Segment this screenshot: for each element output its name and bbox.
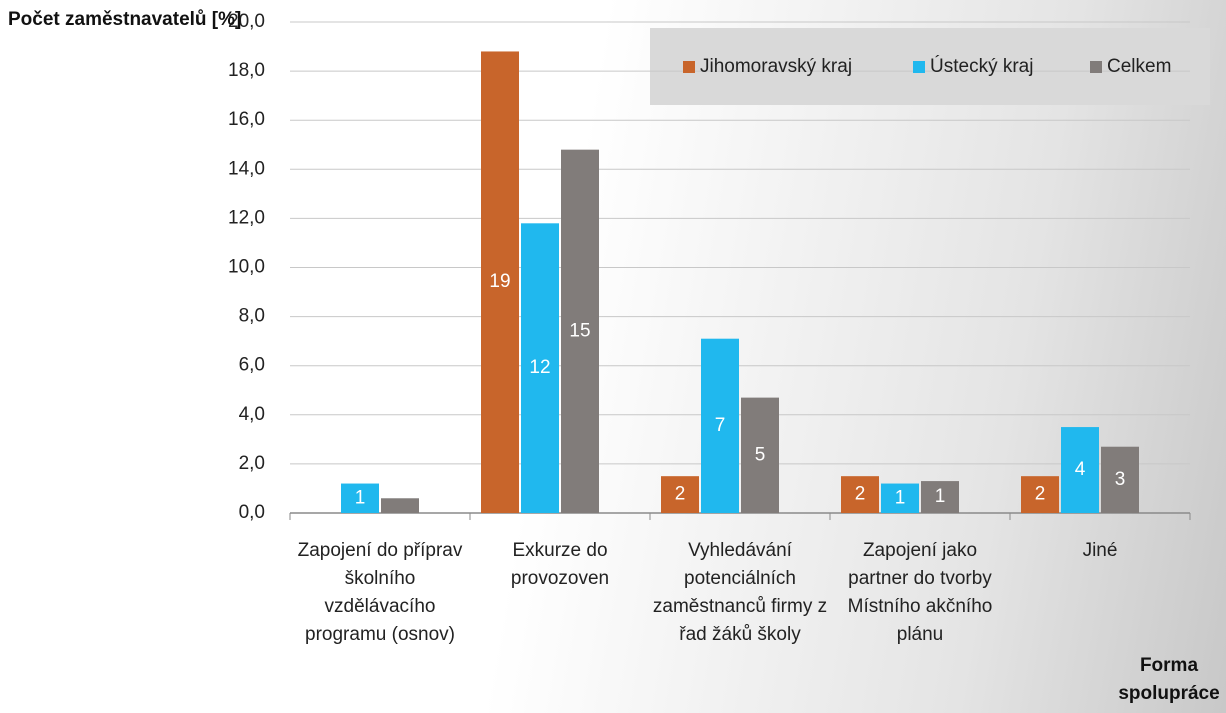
legend-swatch	[1090, 61, 1102, 73]
y-tick-label: 0,0	[239, 502, 265, 523]
legend-label: Jihomoravský kraj	[700, 56, 852, 77]
bar	[921, 481, 959, 513]
bar	[381, 498, 419, 513]
bar	[701, 338, 739, 513]
y-tick-label: 6,0	[239, 355, 265, 376]
y-tick-label: 2,0	[239, 453, 265, 474]
x-tick-label: Zapojení jako partner do tvorby Místního…	[847, 540, 993, 645]
y-tick-label: 4,0	[239, 404, 265, 425]
data-label: 15	[569, 320, 590, 341]
data-label: 2	[855, 484, 866, 505]
data-label: 3	[1115, 469, 1126, 490]
data-label: 1	[895, 487, 906, 508]
y-axis-title: Počet zaměstnavatelů [%]	[8, 9, 242, 30]
x-tick-label: Exkurze do provozoven	[510, 540, 610, 589]
bar	[1021, 476, 1059, 513]
legend-swatch	[913, 61, 925, 73]
y-tick-label: 10,0	[228, 257, 265, 278]
bar	[661, 476, 699, 513]
y-tick-label: 14,0	[228, 158, 265, 179]
bar	[741, 397, 779, 513]
y-tick-label: 16,0	[228, 109, 265, 130]
legend-label: Ústecký kraj	[930, 55, 1033, 77]
bar	[341, 483, 379, 513]
x-axis-title: Forma spolupráce	[1118, 655, 1220, 704]
bar	[881, 483, 919, 513]
data-label: 1	[355, 487, 366, 508]
data-label: 5	[755, 444, 766, 465]
bar	[1061, 427, 1099, 513]
y-tick-label: 18,0	[228, 60, 265, 81]
bar	[481, 51, 519, 514]
legend-label: Celkem	[1107, 56, 1171, 77]
data-label: 12	[529, 357, 550, 378]
data-label: 1	[935, 486, 946, 507]
x-tick-label: Jiné	[1082, 540, 1118, 561]
x-tick-label: Vyhledávání potenciálních zaměstnanců fi…	[652, 540, 828, 645]
bar	[521, 223, 559, 513]
y-tick-label: 20,0	[228, 11, 265, 32]
data-label: 2	[1035, 484, 1046, 505]
data-label: 19	[489, 271, 510, 292]
legend-swatch	[683, 61, 695, 73]
bar	[841, 476, 879, 513]
y-tick-label: 12,0	[228, 207, 265, 228]
data-label: 2	[675, 484, 686, 505]
y-tick-label: 8,0	[239, 306, 265, 327]
data-label: 4	[1075, 459, 1086, 480]
data-label: 7	[715, 415, 726, 436]
bar	[1101, 446, 1139, 513]
bar	[561, 149, 599, 513]
legend-box	[650, 28, 1210, 105]
x-tick-label: Zapojení do příprav školního vzdělávacíh…	[297, 540, 463, 645]
